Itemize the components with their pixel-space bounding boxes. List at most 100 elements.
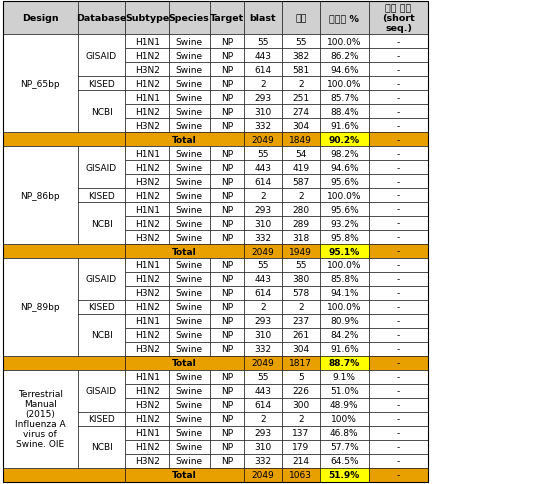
Bar	[369, 91, 428, 105]
Bar	[244, 426, 282, 440]
Text: H1N2: H1N2	[135, 163, 160, 172]
Bar	[169, 230, 210, 244]
Text: NCBI: NCBI	[91, 219, 112, 228]
Text: NP: NP	[220, 275, 233, 284]
Text: Swine: Swine	[176, 386, 203, 395]
Text: NP: NP	[220, 191, 233, 200]
Text: 55: 55	[295, 261, 307, 270]
Text: H3N2: H3N2	[135, 177, 160, 186]
Bar	[3, 258, 78, 356]
Bar	[282, 300, 320, 314]
Text: NP: NP	[220, 80, 233, 89]
Text: Swine: Swine	[176, 38, 203, 47]
Text: 95.8%: 95.8%	[330, 233, 358, 242]
Bar	[282, 412, 320, 426]
Text: 1817: 1817	[289, 359, 312, 367]
Bar	[169, 217, 210, 230]
Text: Swine: Swine	[176, 345, 203, 354]
Text: 581: 581	[292, 66, 310, 75]
Bar	[282, 77, 320, 91]
Bar	[169, 258, 210, 272]
Bar	[169, 328, 210, 342]
Text: 5: 5	[298, 373, 304, 381]
Bar	[320, 105, 369, 119]
Text: 304: 304	[292, 345, 310, 354]
Text: Swine: Swine	[176, 373, 203, 381]
Bar	[210, 91, 244, 105]
Bar	[320, 230, 369, 244]
Text: Swine: Swine	[176, 414, 203, 424]
Bar	[320, 426, 369, 440]
Bar	[369, 217, 428, 230]
Text: -: -	[397, 345, 400, 354]
Text: Swine: Swine	[176, 205, 203, 214]
Text: Swine: Swine	[176, 233, 203, 242]
Text: 293: 293	[254, 317, 272, 326]
Bar	[282, 133, 320, 147]
Bar	[244, 105, 282, 119]
Bar	[244, 119, 282, 133]
Text: 2049: 2049	[251, 136, 274, 144]
Text: 95.6%: 95.6%	[330, 177, 358, 186]
Bar	[320, 49, 369, 63]
Bar	[210, 342, 244, 356]
Text: NP: NP	[220, 163, 233, 172]
Bar	[125, 161, 169, 175]
Text: 318: 318	[292, 233, 310, 242]
Bar	[369, 272, 428, 287]
Text: 614: 614	[254, 400, 272, 409]
Bar	[169, 35, 210, 49]
Text: Design: Design	[22, 15, 59, 23]
Text: 304: 304	[292, 121, 310, 131]
Bar	[320, 440, 369, 454]
Bar	[320, 244, 369, 258]
Text: 332: 332	[254, 233, 272, 242]
Text: 48.9%: 48.9%	[330, 400, 358, 409]
Text: Swine: Swine	[176, 456, 203, 465]
Bar	[282, 2, 320, 35]
Text: Swine: Swine	[176, 442, 203, 451]
Text: GISAID: GISAID	[86, 52, 117, 60]
Text: -: -	[397, 191, 400, 200]
Text: 93.2%: 93.2%	[330, 219, 358, 228]
Bar	[78, 91, 125, 133]
Bar	[369, 398, 428, 412]
Text: 214: 214	[292, 456, 310, 465]
Bar	[320, 468, 369, 482]
Bar	[320, 258, 369, 272]
Bar	[125, 133, 244, 147]
Text: 2: 2	[260, 191, 266, 200]
Bar	[169, 300, 210, 314]
Bar	[320, 328, 369, 342]
Bar	[169, 77, 210, 91]
Text: 91.6%: 91.6%	[330, 345, 358, 354]
Text: NP: NP	[220, 428, 233, 437]
Text: H1N1: H1N1	[135, 428, 160, 437]
Bar	[244, 230, 282, 244]
Bar	[282, 440, 320, 454]
Text: Swine: Swine	[176, 52, 203, 60]
Bar	[210, 175, 244, 189]
Bar	[369, 454, 428, 468]
Bar	[244, 258, 282, 272]
Bar	[320, 77, 369, 91]
Bar	[125, 91, 169, 105]
Bar	[125, 287, 169, 300]
Text: 614: 614	[254, 289, 272, 298]
Text: GISAID: GISAID	[86, 163, 117, 172]
Text: -: -	[397, 52, 400, 60]
Text: 88.7%: 88.7%	[329, 359, 360, 367]
Bar	[369, 412, 428, 426]
Bar	[210, 189, 244, 203]
Bar	[125, 412, 169, 426]
Bar	[125, 244, 244, 258]
Text: 90.2%: 90.2%	[329, 136, 360, 144]
Bar	[244, 77, 282, 91]
Bar	[244, 287, 282, 300]
Bar	[369, 258, 428, 272]
Text: 293: 293	[254, 93, 272, 103]
Text: H1N2: H1N2	[135, 52, 160, 60]
Bar	[369, 287, 428, 300]
Text: -: -	[397, 38, 400, 47]
Text: NP: NP	[220, 261, 233, 270]
